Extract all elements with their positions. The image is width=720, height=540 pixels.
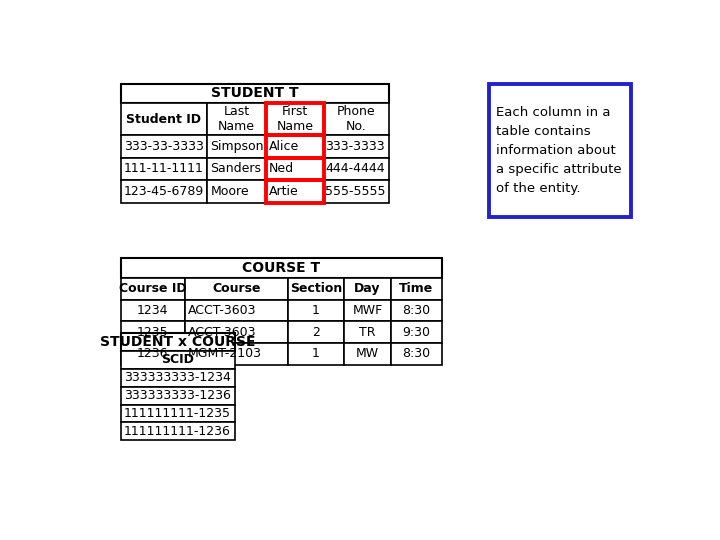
Text: 8:30: 8:30 xyxy=(402,304,431,317)
FancyBboxPatch shape xyxy=(266,104,324,134)
Text: 1: 1 xyxy=(312,347,320,360)
FancyBboxPatch shape xyxy=(185,300,288,321)
FancyBboxPatch shape xyxy=(121,158,207,180)
Text: 8:30: 8:30 xyxy=(402,347,431,360)
FancyBboxPatch shape xyxy=(344,278,392,300)
Text: 111-11-1111: 111-11-1111 xyxy=(124,163,204,176)
FancyBboxPatch shape xyxy=(266,134,324,158)
Text: Time: Time xyxy=(400,282,433,295)
FancyBboxPatch shape xyxy=(121,343,185,364)
Text: Phone
No.: Phone No. xyxy=(337,105,376,133)
Text: STUDENT T: STUDENT T xyxy=(211,86,298,100)
FancyBboxPatch shape xyxy=(121,104,207,134)
Text: Each column in a
table contains
information about
a specific attribute
of the en: Each column in a table contains informat… xyxy=(495,105,621,194)
Text: MW: MW xyxy=(356,347,379,360)
FancyBboxPatch shape xyxy=(207,134,266,158)
Text: Student ID: Student ID xyxy=(127,112,202,126)
FancyBboxPatch shape xyxy=(288,343,344,364)
Text: 111111111-1236: 111111111-1236 xyxy=(124,425,231,438)
FancyBboxPatch shape xyxy=(121,258,441,278)
FancyBboxPatch shape xyxy=(121,278,185,300)
FancyBboxPatch shape xyxy=(121,84,389,104)
FancyBboxPatch shape xyxy=(392,300,441,321)
Text: 111111111-1235: 111111111-1235 xyxy=(124,407,231,420)
FancyBboxPatch shape xyxy=(121,422,235,440)
FancyBboxPatch shape xyxy=(344,321,392,343)
Text: SCID: SCID xyxy=(161,353,194,366)
Text: 1234: 1234 xyxy=(137,304,168,317)
Text: 1236: 1236 xyxy=(137,347,168,360)
FancyBboxPatch shape xyxy=(185,321,288,343)
FancyBboxPatch shape xyxy=(324,180,389,203)
Text: 333333333-1234: 333333333-1234 xyxy=(124,371,231,384)
Text: 1235: 1235 xyxy=(137,326,168,339)
Text: Sanders: Sanders xyxy=(210,163,261,176)
FancyBboxPatch shape xyxy=(266,180,324,203)
FancyBboxPatch shape xyxy=(324,104,389,134)
FancyBboxPatch shape xyxy=(121,134,207,158)
FancyBboxPatch shape xyxy=(324,134,389,158)
FancyBboxPatch shape xyxy=(207,158,266,180)
Text: 444-4444: 444-4444 xyxy=(325,163,385,176)
Text: TR: TR xyxy=(359,326,376,339)
Text: 9:30: 9:30 xyxy=(402,326,431,339)
FancyBboxPatch shape xyxy=(489,84,631,217)
Text: First
Name: First Name xyxy=(276,105,314,133)
FancyBboxPatch shape xyxy=(185,343,288,364)
FancyBboxPatch shape xyxy=(121,369,235,387)
FancyBboxPatch shape xyxy=(121,404,235,422)
FancyBboxPatch shape xyxy=(121,387,235,404)
FancyBboxPatch shape xyxy=(121,180,207,203)
FancyBboxPatch shape xyxy=(121,333,235,351)
Text: ACCT-3603: ACCT-3603 xyxy=(188,304,257,317)
Text: Course: Course xyxy=(212,282,261,295)
FancyBboxPatch shape xyxy=(207,180,266,203)
Text: Moore: Moore xyxy=(210,185,249,198)
FancyBboxPatch shape xyxy=(324,158,389,180)
Text: 333-3333: 333-3333 xyxy=(325,139,385,153)
FancyBboxPatch shape xyxy=(344,300,392,321)
FancyBboxPatch shape xyxy=(207,104,266,134)
Text: 333-33-3333: 333-33-3333 xyxy=(124,139,204,153)
FancyBboxPatch shape xyxy=(288,300,344,321)
FancyBboxPatch shape xyxy=(185,278,288,300)
FancyBboxPatch shape xyxy=(392,343,441,364)
Text: Artie: Artie xyxy=(269,185,299,198)
Text: 333333333-1236: 333333333-1236 xyxy=(124,389,231,402)
FancyBboxPatch shape xyxy=(121,351,235,369)
Text: 2: 2 xyxy=(312,326,320,339)
Text: Course ID: Course ID xyxy=(119,282,186,295)
FancyBboxPatch shape xyxy=(266,158,324,180)
Text: 123-45-6789: 123-45-6789 xyxy=(124,185,204,198)
Text: 1: 1 xyxy=(312,304,320,317)
FancyBboxPatch shape xyxy=(392,321,441,343)
FancyBboxPatch shape xyxy=(121,300,185,321)
Text: MGMT-2103: MGMT-2103 xyxy=(188,347,262,360)
Text: ACCT-3603: ACCT-3603 xyxy=(188,326,257,339)
Text: MWF: MWF xyxy=(353,304,383,317)
FancyBboxPatch shape xyxy=(288,321,344,343)
Text: Day: Day xyxy=(354,282,381,295)
Text: Simpson: Simpson xyxy=(210,139,264,153)
Text: Ned: Ned xyxy=(269,163,294,176)
FancyBboxPatch shape xyxy=(392,278,441,300)
Text: Last
Name: Last Name xyxy=(218,105,255,133)
FancyBboxPatch shape xyxy=(288,278,344,300)
FancyBboxPatch shape xyxy=(121,321,185,343)
Text: COURSE T: COURSE T xyxy=(242,261,320,275)
Text: Section: Section xyxy=(290,282,342,295)
Text: Alice: Alice xyxy=(269,139,300,153)
Text: 555-5555: 555-5555 xyxy=(325,185,385,198)
FancyBboxPatch shape xyxy=(344,343,392,364)
Text: STUDENT x COURSE: STUDENT x COURSE xyxy=(100,335,256,349)
